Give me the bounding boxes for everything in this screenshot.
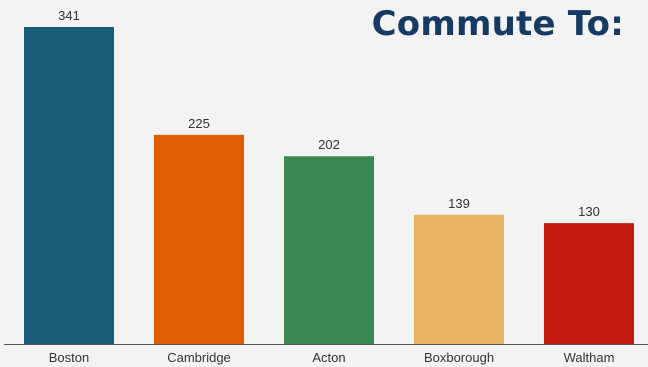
bar-boxborough: [414, 214, 504, 344]
bar-waltham: [544, 223, 634, 344]
data-label-acton: 202: [318, 137, 340, 152]
x-tick-label-boston: Boston: [49, 350, 89, 365]
bar-cambridge: [154, 134, 244, 344]
bar-boston: [24, 27, 114, 344]
labels-group: 341 Boston 225 Cambridge 202 Acton 139 Boxborou…: [49, 8, 615, 365]
x-tick-label-cambridge: Cambridge: [167, 350, 231, 365]
bar-acton: [284, 156, 374, 344]
data-label-boston: 341: [58, 8, 80, 23]
chart-title: Commute To:: [371, 4, 624, 44]
x-tick-label-waltham: Waltham: [564, 350, 615, 365]
data-label-waltham: 130: [578, 204, 600, 219]
data-label-cambridge: 225: [188, 116, 210, 131]
x-tick-label-boxborough: Boxborough: [424, 350, 494, 365]
data-label-boxborough: 139: [448, 196, 470, 211]
bars-group: [24, 27, 634, 344]
x-tick-label-acton: Acton: [312, 350, 345, 365]
